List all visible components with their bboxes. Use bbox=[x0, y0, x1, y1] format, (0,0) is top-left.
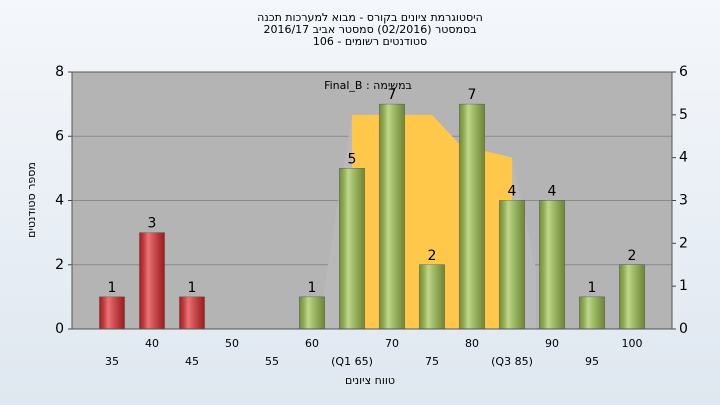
x-tick-label: 60 bbox=[305, 337, 319, 350]
x-tick-label: 40 bbox=[145, 337, 159, 350]
y-tick-label: 2 bbox=[55, 257, 64, 273]
bar-shade bbox=[619, 264, 645, 329]
bar-shade bbox=[579, 296, 605, 329]
data-label: 1 bbox=[588, 280, 597, 296]
data-label: 4 bbox=[508, 184, 517, 200]
data-label: 5 bbox=[348, 151, 357, 167]
y-tick-label: 8 bbox=[55, 64, 64, 80]
data-label: 2 bbox=[428, 248, 437, 264]
bar-shade bbox=[339, 168, 365, 329]
y-tick-label: 4 bbox=[55, 193, 64, 209]
data-label: 3 bbox=[148, 216, 157, 232]
x-tick-label: 100 bbox=[622, 337, 643, 350]
x-tick-label: 55 bbox=[265, 355, 279, 368]
y2-tick-label: 3 bbox=[679, 193, 688, 209]
bar-shade bbox=[139, 232, 165, 329]
y2-tick-label: 0 bbox=[679, 321, 688, 337]
bar-shade bbox=[99, 296, 125, 329]
title: היסטוגרמת ציונים בקורס - מבוא למערכות תכ… bbox=[257, 11, 483, 48]
bar-shade bbox=[419, 264, 445, 329]
y2-tick-label: 2 bbox=[679, 235, 688, 251]
title-line: היסטוגרמת ציונים בקורס - מבוא למערכות תכ… bbox=[257, 11, 483, 24]
data-label: 7 bbox=[468, 87, 477, 103]
y2-tick-label: 1 bbox=[679, 278, 688, 294]
title-line: סטודנטים רשומים - 106 bbox=[313, 35, 427, 48]
data-label: 7 bbox=[388, 87, 397, 103]
x-tick-label: 75 bbox=[425, 355, 439, 368]
data-label: 1 bbox=[308, 280, 317, 296]
x-tick-label: 80 bbox=[465, 337, 479, 350]
x-tick-label: 70 bbox=[385, 337, 399, 350]
data-label: 1 bbox=[188, 280, 197, 296]
y-tick-label: 0 bbox=[55, 321, 64, 337]
x-axis-label: טווח ציונים bbox=[345, 374, 395, 387]
title-line: בסמסטר (02/2016) סמסטר אביב 2016/17 bbox=[263, 23, 476, 36]
x-tick-label: 50 bbox=[225, 337, 239, 350]
plot-frame bbox=[71, 71, 673, 330]
x-tick-label: 35 bbox=[105, 355, 119, 368]
y2-tick-label: 6 bbox=[679, 64, 688, 80]
y2-tick-label: 4 bbox=[679, 150, 688, 166]
x-tick-label: (Q1 65) bbox=[331, 355, 373, 368]
y2-tick-label: 5 bbox=[679, 107, 688, 123]
bar-shade bbox=[179, 296, 205, 329]
y-axis-label: מספר סטודנטים bbox=[25, 162, 38, 238]
bar-shade bbox=[459, 104, 485, 329]
x-tick-label: (Q3 85) bbox=[491, 355, 533, 368]
bar-shade bbox=[379, 104, 405, 329]
x-tick-label: 90 bbox=[545, 337, 559, 350]
x-tick-label: 95 bbox=[585, 355, 599, 368]
annotation: Final_B : במשימה bbox=[324, 79, 412, 92]
x-tick-label: 45 bbox=[185, 355, 199, 368]
bar-shade bbox=[539, 200, 565, 329]
data-label: 1 bbox=[108, 280, 117, 296]
bar-shade bbox=[299, 296, 325, 329]
y-tick-label: 6 bbox=[55, 128, 64, 144]
data-label: 4 bbox=[548, 184, 557, 200]
data-label: 2 bbox=[628, 248, 637, 264]
bar-shade bbox=[499, 200, 525, 329]
